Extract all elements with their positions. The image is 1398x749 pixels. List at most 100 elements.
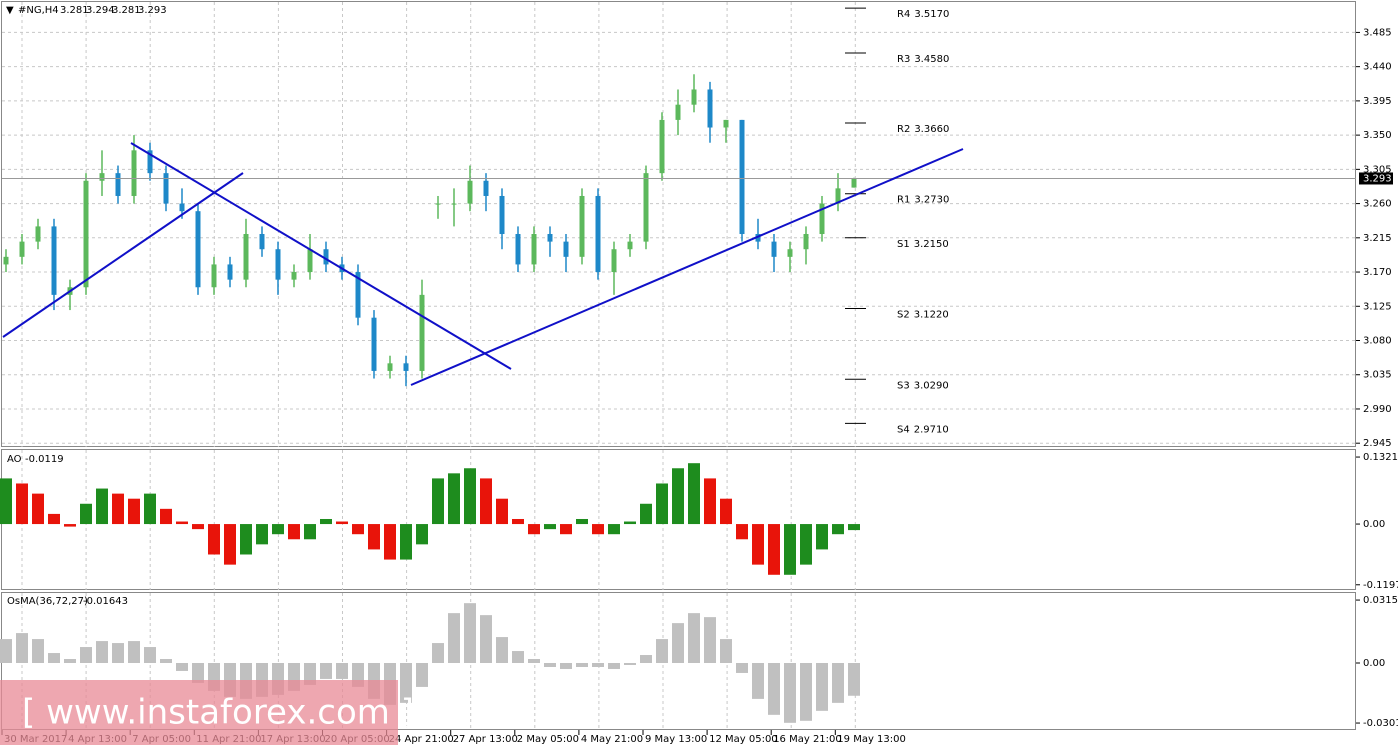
y-tick-label: 3.440: [1363, 62, 1392, 73]
histogram-bar: [480, 615, 492, 663]
pivot-label: S3 3.0290: [897, 380, 949, 391]
last-open: 3.281: [60, 5, 89, 16]
pivot-value: 3.3660: [914, 124, 949, 135]
histogram-bar: [112, 643, 124, 663]
y-tick-label: 0.03156: [1363, 595, 1398, 606]
histogram-bar: [240, 524, 252, 555]
candle-body: [163, 173, 169, 204]
pivot-label: S1 3.2150: [897, 239, 949, 250]
histogram-bar: [640, 655, 652, 663]
candle-body: [659, 119, 665, 174]
histogram-bar: [752, 524, 764, 565]
candle-body: [115, 173, 121, 196]
histogram-bar: [400, 662, 412, 703]
histogram-bar: [832, 662, 844, 703]
histogram-bar: [448, 473, 460, 525]
y-tick-label: 3.260: [1363, 199, 1392, 210]
histogram-bar: [656, 639, 668, 663]
histogram-bar: [768, 524, 780, 575]
candle-body: [563, 241, 569, 257]
histogram-bar: [368, 524, 380, 550]
candle-body: [835, 188, 841, 204]
pivot-label: S2 3.1220: [897, 310, 949, 321]
candle-body: [35, 226, 41, 242]
candle-body: [259, 234, 265, 250]
histogram-bar: [192, 662, 204, 683]
histogram-bar: [16, 483, 28, 525]
candle-body: [291, 272, 297, 280]
pivot-value: 3.2150: [914, 239, 949, 250]
x-tick-label: 24 Apr 21:00: [389, 734, 454, 745]
histogram-bar: [320, 518, 332, 525]
candle-body: [147, 150, 153, 174]
histogram-bar: [784, 662, 796, 723]
y-tick-label: 0.1321: [1363, 452, 1398, 463]
pivot-value: 3.4580: [914, 54, 949, 65]
histogram-bar: [336, 662, 348, 679]
pivot-name: R3: [897, 54, 910, 65]
y-tick-label: 3.350: [1363, 130, 1392, 141]
histogram-bar: [384, 524, 396, 560]
pivot-label: R4 3.5170: [897, 9, 949, 20]
candle-body: [419, 294, 425, 371]
y-tick-label: -0.1197: [1363, 580, 1398, 591]
histogram-bar: [80, 647, 92, 663]
candle-body: [451, 203, 457, 205]
histogram-bar: [528, 659, 540, 663]
y-tick-label: 3.485: [1363, 27, 1392, 38]
histogram-bar: [128, 641, 140, 663]
candle-body: [83, 180, 89, 288]
candle-body: [275, 249, 281, 280]
histogram-bar: [608, 662, 620, 669]
pivot-name: S3: [897, 380, 910, 391]
histogram-bar: [752, 662, 764, 699]
y-tick-label: 3.080: [1363, 336, 1392, 347]
watermark-box: [0, 680, 398, 745]
x-tick-label: 27 Apr 13:00: [453, 734, 518, 745]
candle-body: [3, 256, 9, 265]
histogram-bar: [656, 483, 668, 525]
histogram-bar: [336, 521, 348, 525]
candle-body: [627, 241, 633, 250]
pivot-value: 2.9710: [914, 424, 949, 435]
histogram-bar: [80, 503, 92, 525]
y-tick-label: 2.990: [1363, 404, 1392, 415]
candle-body: [403, 363, 409, 371]
histogram-bar: [704, 617, 716, 663]
histogram-bar: [592, 662, 604, 667]
last-close: 3.293: [138, 5, 167, 16]
candle-body: [707, 89, 713, 128]
y-tick-label: 0.00: [1363, 658, 1385, 669]
candle-body: [195, 211, 201, 288]
histogram-bar: [672, 623, 684, 663]
x-tick-label: 12 May 05:00: [709, 734, 778, 745]
osma-title: OsMA(36,72,27): [7, 596, 88, 607]
histogram-bar: [496, 637, 508, 663]
candle-body: [51, 226, 57, 295]
candle-body: [819, 203, 825, 235]
histogram-bar: [208, 524, 220, 555]
histogram-bar: [800, 662, 812, 721]
candle-body: [547, 234, 553, 242]
histogram-bar: [192, 524, 204, 530]
ao-value: -0.0119: [25, 454, 64, 465]
symbol-arrow: ▼: [6, 5, 14, 16]
y-tick-label: 3.215: [1363, 233, 1392, 244]
histogram-bar: [448, 613, 460, 663]
candle-body: [739, 119, 745, 235]
y-tick-label: 0.00: [1363, 519, 1385, 530]
histogram-bar: [720, 639, 732, 663]
last-low: 3.281: [112, 5, 141, 16]
histogram-bar: [64, 524, 76, 527]
histogram-bar: [144, 647, 156, 663]
y-tick-label: -0.03011: [1363, 718, 1398, 729]
histogram-bar: [144, 493, 156, 525]
pivot-name: R1: [897, 195, 910, 206]
ao-title: AO: [7, 454, 22, 465]
histogram-bar: [640, 503, 652, 525]
histogram-bar: [416, 662, 428, 687]
histogram-bar: [96, 641, 108, 663]
histogram-bar: [400, 524, 412, 560]
